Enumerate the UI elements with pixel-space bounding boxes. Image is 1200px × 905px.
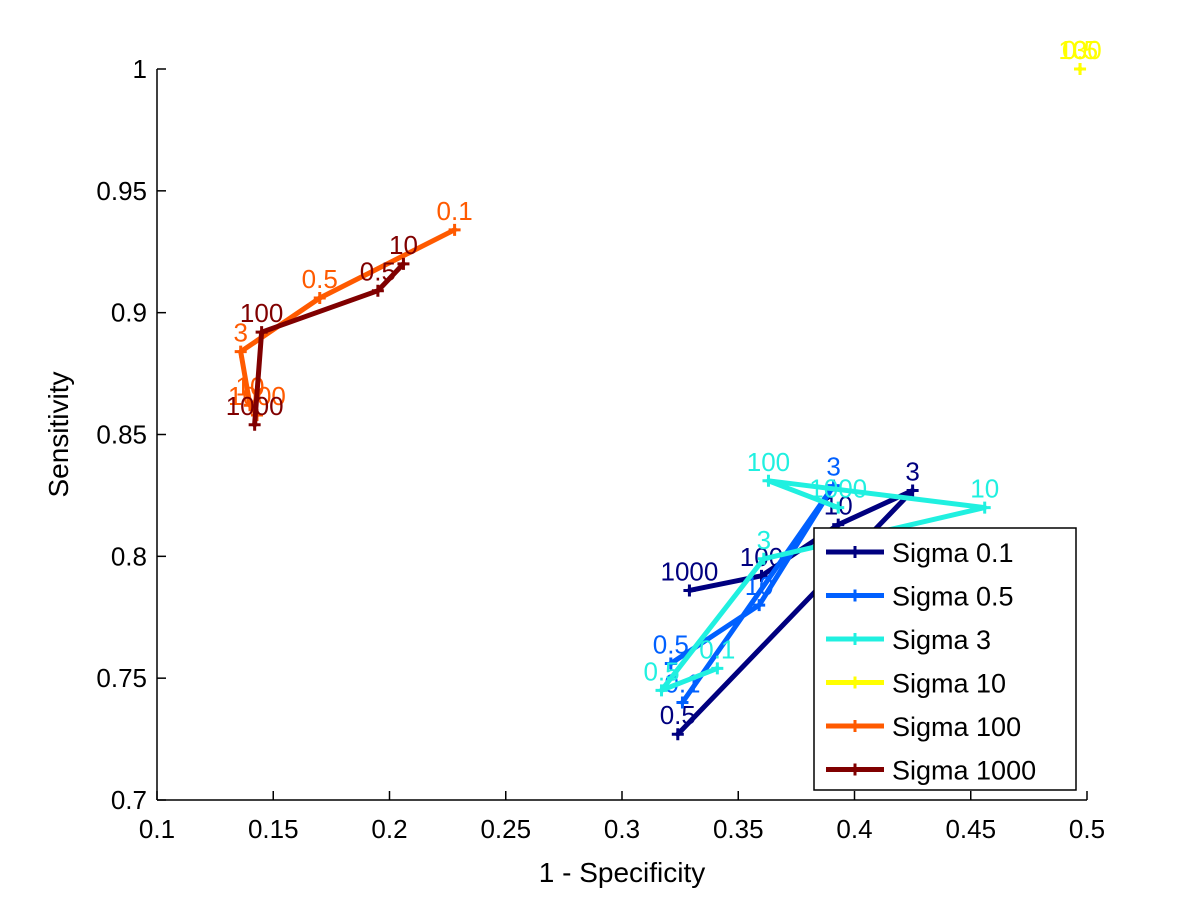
legend-label: Sigma 10	[892, 669, 1006, 699]
data-point-marker	[448, 223, 461, 236]
y-tick-label: 0.8	[111, 541, 147, 571]
legend-label: Sigma 0.1	[892, 538, 1014, 568]
legend-item-1: Sigma 0.5	[826, 582, 1014, 612]
y-tick-label: 1	[133, 54, 147, 84]
legend-box	[813, 527, 1077, 791]
series-4: 0.1 0.5 3 10 1000	[228, 196, 473, 422]
y-tick-label: 0.9	[111, 298, 147, 328]
legend-marker	[849, 676, 861, 689]
data-point-marker	[671, 728, 684, 741]
data-point-label: 1000	[809, 474, 867, 504]
data-point-label: 3	[826, 452, 840, 482]
x-axis-label: 1 - Specificity	[539, 857, 706, 888]
data-point-label: 100	[1058, 35, 1101, 65]
x-tick-label: 0.4	[836, 814, 872, 844]
data-point-marker	[248, 418, 261, 431]
x-tick-label: 0.5	[1069, 814, 1105, 844]
legend-label: Sigma 0.5	[892, 582, 1014, 612]
legend-item-2: Sigma 3	[826, 625, 991, 655]
legend-marker	[849, 589, 861, 602]
legend-marker	[849, 720, 861, 732]
legend-item-3: Sigma 10	[826, 669, 1006, 699]
legend-marker	[849, 546, 861, 558]
y-axis-label: Sensitivity	[43, 371, 74, 497]
x-tick-label: 0.25	[480, 814, 531, 844]
data-point-marker	[676, 696, 689, 709]
y-tick-label: 0.75	[96, 663, 147, 693]
legend-marker	[849, 633, 861, 645]
x-tick-label: 0.1	[139, 814, 175, 844]
x-tick-label: 0.2	[371, 814, 407, 844]
legend-item-0: Sigma 0.1	[826, 538, 1014, 568]
data-point-label: 3	[757, 525, 771, 555]
data-point-label: 10	[389, 230, 418, 260]
y-tick-label: 0.7	[111, 785, 147, 815]
data-point-label: 10	[970, 474, 999, 504]
data-point-label: 100	[747, 447, 790, 477]
series-line	[252, 261, 406, 428]
data-point-marker	[255, 326, 268, 339]
x-ticks: 0.1 0.15 0.2 0.25 0.3 0.35 0.4 0.45 0.5	[139, 791, 1105, 844]
data-point-marker	[683, 584, 696, 597]
x-tick-label: 0.35	[713, 814, 764, 844]
data-point-label: 1000	[226, 391, 284, 421]
legend-label: Sigma 1000	[892, 756, 1036, 786]
legend-label: Sigma 100	[892, 712, 1021, 742]
data-point-label: 3	[1073, 35, 1087, 65]
data-point-marker	[832, 501, 845, 514]
series-line	[668, 483, 837, 705]
legend-marker	[849, 763, 861, 776]
series-layer: 0.531010010000.13100.50.10.5310100100030…	[226, 35, 1102, 741]
x-tick-label: 0.45	[945, 814, 996, 844]
legend-label: Sigma 3	[892, 625, 991, 655]
data-point-label: 1000	[661, 556, 719, 586]
data-point-label: 0.1	[437, 196, 473, 226]
data-point-label: 0.5	[643, 656, 679, 686]
legend-items: Sigma 0.1 Sigma 0.5 Sigma 3 Sigma 10 Sigma 1…	[826, 538, 1036, 786]
legend-item-5: Sigma 1000	[826, 756, 1036, 786]
data-point-marker	[757, 552, 770, 565]
legend: Sigma 0.1 Sigma 0.5 Sigma 3 Sigma 10 Sigma 1…	[813, 527, 1077, 791]
data-point-marker	[906, 484, 919, 497]
data-point-label: 0.5	[360, 257, 396, 287]
data-point-label: 0.5	[1062, 35, 1098, 65]
data-point-marker	[1074, 63, 1087, 75]
data-point-marker	[755, 569, 768, 582]
y-ticks: 0.7 0.75 0.8 0.85 0.9 0.95 1	[96, 54, 166, 815]
data-point-marker	[978, 501, 991, 514]
data-point-marker	[234, 345, 247, 358]
data-point-label: 0.5	[653, 630, 689, 660]
data-point-marker	[313, 292, 326, 305]
data-point-label: 3	[233, 318, 247, 348]
x-tick-label: 0.3	[604, 814, 640, 844]
y-tick-label: 0.85	[96, 420, 147, 450]
data-point-label: 0.1	[699, 634, 735, 664]
data-point-marker	[664, 657, 677, 670]
data-point-label: 100	[240, 298, 283, 328]
y-tick-label: 0.95	[96, 176, 147, 206]
data-point-marker	[711, 662, 724, 675]
x-tick-label: 0.15	[248, 814, 299, 844]
data-point-label: 0.5	[660, 700, 696, 730]
data-point-marker	[397, 257, 410, 270]
data-point-label: 0.5	[302, 264, 338, 294]
data-point-marker	[762, 474, 775, 487]
data-point-marker	[655, 684, 668, 697]
legend-item-4: Sigma 100	[826, 712, 1021, 742]
data-point-marker	[753, 599, 766, 612]
data-point-label: 3	[905, 457, 919, 487]
data-point-marker	[371, 284, 384, 297]
